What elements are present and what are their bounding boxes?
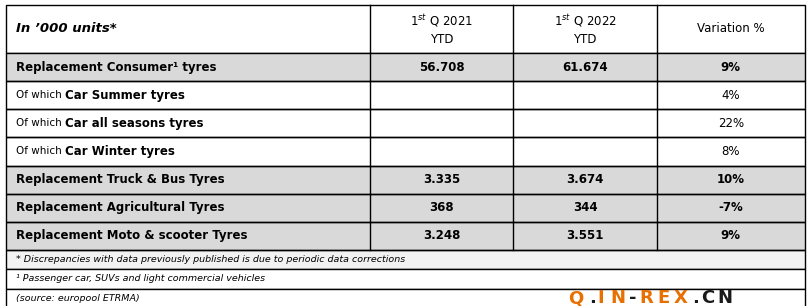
Text: I: I [598,289,604,306]
Text: 3.674: 3.674 [566,173,603,186]
Text: Car Summer tyres: Car Summer tyres [65,89,185,102]
Bar [6,222,805,250]
Bar [6,222,805,250]
Text: 1$^{st}$ Q 2021: 1$^{st}$ Q 2021 [410,12,473,29]
Text: Q: Q [568,289,583,306]
Text: R: R [639,289,653,306]
Text: Car Winter tyres: Car Winter tyres [65,145,175,158]
Text: 56.708: 56.708 [418,61,464,73]
Text: .: . [692,289,698,306]
Text: YTD: YTD [430,33,453,46]
Bar [6,137,805,166]
Bar [6,166,805,194]
Bar [6,194,805,222]
Text: 368: 368 [429,201,453,214]
Text: 8%: 8% [722,145,740,158]
Text: 3.248: 3.248 [423,230,460,242]
Text: 22%: 22% [718,117,744,130]
Text: 3.335: 3.335 [423,173,460,186]
Bar [6,53,805,81]
Bar [6,81,805,109]
Text: Variation %: Variation % [697,22,765,35]
Bar [6,81,805,109]
Text: .: . [589,289,595,306]
Text: Replacement Moto & scooter Tyres: Replacement Moto & scooter Tyres [16,230,247,242]
Bar [6,5,805,53]
Bar [6,166,805,194]
Text: Replacement Consumer¹ tyres: Replacement Consumer¹ tyres [16,61,217,73]
Text: 9%: 9% [721,230,740,242]
Text: E: E [657,289,669,306]
Text: 1$^{st}$ Q 2022: 1$^{st}$ Q 2022 [554,12,616,29]
Text: 61.674: 61.674 [562,61,608,73]
Text: 344: 344 [573,201,598,214]
Text: 9%: 9% [721,61,740,73]
Text: 3.551: 3.551 [566,230,603,242]
Text: Of which: Of which [16,147,65,156]
Text: X: X [674,289,688,306]
Text: In ’000 units*: In ’000 units* [16,22,117,35]
Bar [6,194,805,222]
Text: ¹ Passenger car, SUVs and light commercial vehicles: ¹ Passenger car, SUVs and light commerci… [16,274,265,283]
Text: N: N [718,289,732,306]
Text: Of which: Of which [16,118,65,128]
Text: Replacement Agricultural Tyres: Replacement Agricultural Tyres [16,201,225,214]
Text: 4%: 4% [721,89,740,102]
Text: Car all seasons tyres: Car all seasons tyres [65,117,204,130]
Bar [6,109,805,137]
Bar [6,137,805,166]
Text: (source: europool ETRMA): (source: europool ETRMA) [16,294,140,303]
Text: C: C [701,289,714,306]
Text: N: N [611,289,625,306]
Text: YTD: YTD [573,33,597,46]
Bar [6,269,805,289]
Text: Replacement Truck & Bus Tyres: Replacement Truck & Bus Tyres [16,173,225,186]
Text: 10%: 10% [717,173,744,186]
Text: -: - [629,289,636,306]
Bar [6,289,805,306]
Bar [6,250,805,269]
Text: * Discrepancies with data previously published is due to periodic data correctio: * Discrepancies with data previously pub… [16,255,406,264]
Bar [6,53,805,81]
Text: -7%: -7% [719,201,743,214]
Text: Of which: Of which [16,90,65,100]
Bar [6,109,805,137]
